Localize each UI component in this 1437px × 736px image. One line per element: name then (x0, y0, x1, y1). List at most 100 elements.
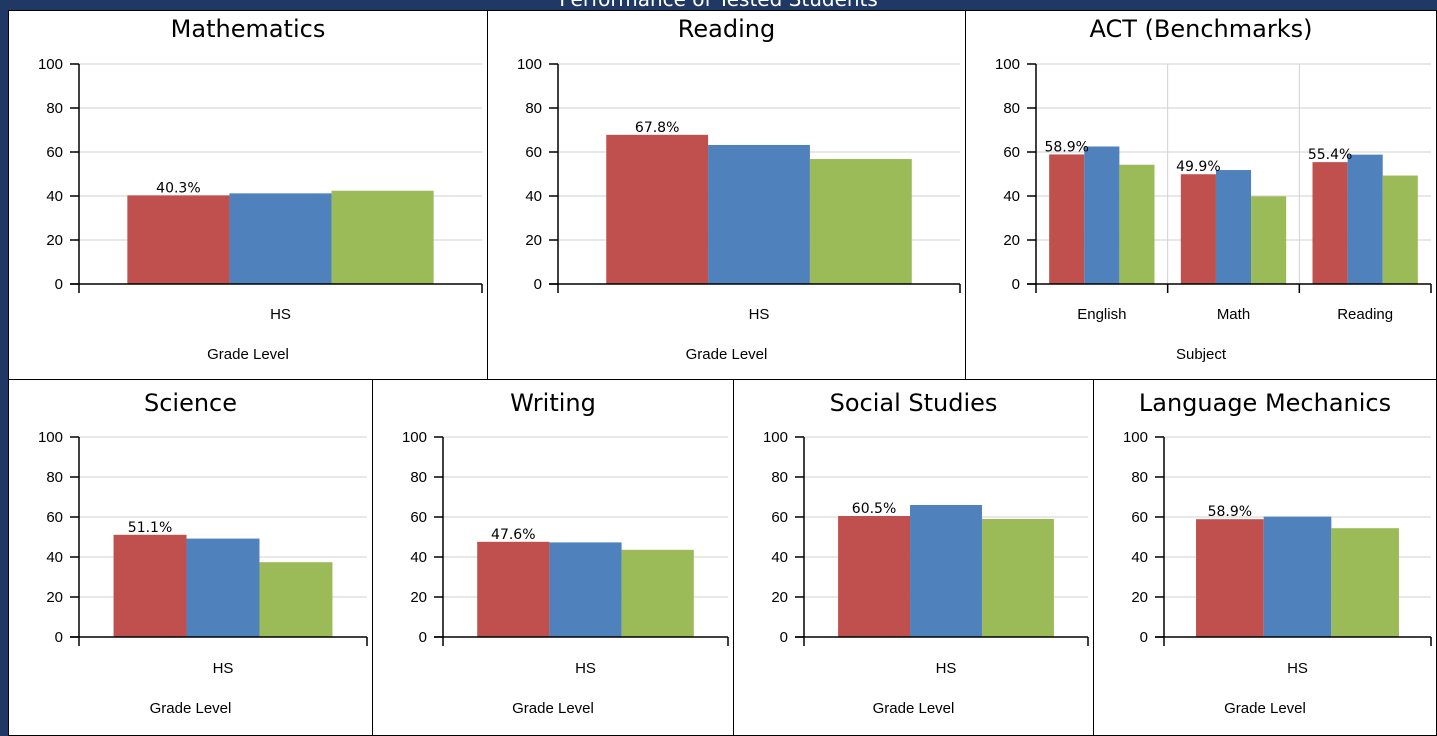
bar-series-2-reading (1347, 154, 1383, 284)
y-tick-label: 0 (1140, 629, 1148, 646)
chart-title: ACT (Benchmarks) (1090, 15, 1313, 43)
category-label: HS (575, 660, 596, 677)
chart-svg: Social Studies 0 20 40 60 80 100 60.5% HS Grade L… (763, 389, 1089, 717)
y-tick-label: 40 (525, 188, 542, 205)
y-tick-label: 60 (46, 144, 63, 161)
y-tick-label: 0 (1012, 276, 1020, 293)
bar-series-3-math (1251, 196, 1287, 284)
bar-series-1-hs (127, 195, 230, 284)
x-axis-title: Subject (1176, 346, 1227, 363)
y-tick-label: 20 (1003, 232, 1020, 249)
y-tick-label: 100 (38, 56, 63, 73)
y-tick-label: 80 (1131, 469, 1148, 486)
bar-series-2-math (1215, 170, 1252, 284)
data-label: 67.8% (635, 120, 679, 136)
bar-series-3-hs (809, 159, 912, 284)
chart-svg: Science 0 20 40 60 80 100 51.1% HS Grade Level (38, 389, 368, 717)
category-label: HS (213, 660, 234, 677)
chart-svg: Writing 0 20 40 60 80 100 47.6% HS Grade Level (402, 389, 729, 717)
y-tick-label: 0 (55, 629, 63, 646)
bar-series-1-hs (838, 516, 911, 637)
dashboard-banner: Performance of Tested Students (0, 0, 1437, 10)
y-tick-label: 100 (763, 429, 788, 446)
y-tick-label: 0 (534, 276, 542, 293)
bar-series-2-hs (1263, 516, 1332, 637)
category-label: HS (270, 306, 291, 323)
bar-series-1-english (1049, 154, 1085, 284)
chart-panel-writing: Writing 0 20 40 60 80 100 47.6% HS Grade Level (372, 379, 734, 736)
chart-title: Reading (678, 15, 775, 43)
bar-series-3-english (1119, 164, 1155, 284)
chart-svg: Language Mechanics 0 20 40 60 80 100 58.9% HS Gra… (1123, 389, 1432, 717)
bar-series-1-hs (606, 134, 709, 284)
chart-panel-act-benchmarks: ACT (Benchmarks) 0 20 40 60 80 100 58.9% English… (965, 10, 1437, 380)
y-tick-label: 100 (38, 429, 63, 446)
x-axis-title: Grade Level (873, 700, 955, 717)
bar-series-3-reading (1382, 175, 1418, 284)
y-tick-label: 20 (525, 232, 542, 249)
bar-series-1-hs (113, 534, 187, 637)
chart-panel-social-studies: Social Studies 0 20 40 60 80 100 60.5% HS Grade L… (733, 379, 1094, 736)
y-tick-label: 20 (46, 589, 63, 606)
y-tick-label: 80 (46, 100, 63, 117)
y-tick-label: 100 (402, 429, 427, 446)
y-tick-label: 20 (46, 232, 63, 249)
bar-series-2-english (1084, 146, 1120, 284)
chart-panel-science: Science 0 20 40 60 80 100 51.1% HS Grade Level (8, 379, 373, 736)
y-tick-label: 20 (410, 589, 427, 606)
y-tick-label: 60 (410, 509, 427, 526)
y-tick-label: 60 (46, 509, 63, 526)
category-label: Reading (1337, 306, 1393, 323)
data-label: 40.3% (156, 180, 200, 196)
bar-series-1-math (1180, 174, 1216, 284)
category-label: English (1077, 306, 1126, 323)
y-tick-label: 60 (1131, 509, 1148, 526)
category-label: Math (1217, 306, 1250, 323)
category-label: HS (936, 660, 957, 677)
bar-series-1-hs (1196, 519, 1264, 637)
x-axis-title: Grade Level (150, 700, 232, 717)
y-tick-label: 100 (517, 56, 542, 73)
y-tick-label: 0 (55, 276, 63, 293)
chart-panel-reading: Reading 0 20 40 60 80 100 67.8% HS Grade Level (487, 10, 966, 380)
bar-series-3-hs (1331, 528, 1399, 637)
y-tick-label: 40 (1003, 188, 1020, 205)
y-tick-label: 0 (780, 629, 788, 646)
y-tick-label: 100 (1123, 429, 1148, 446)
bar-series-3-hs (621, 549, 694, 637)
data-label: 58.9% (1044, 139, 1088, 155)
bar-series-2-hs (549, 542, 622, 637)
category-label: HS (1287, 660, 1308, 677)
chart-svg: Mathematics 0 20 40 60 80 100 40.3% HS Grade Leve… (38, 15, 483, 363)
y-tick-label: 80 (525, 100, 542, 117)
data-label: 55.4% (1308, 147, 1352, 163)
y-tick-label: 20 (771, 589, 788, 606)
y-tick-label: 40 (46, 188, 63, 205)
y-tick-label: 80 (410, 469, 427, 486)
dashboard-title: Performance of Tested Students (0, 0, 1437, 10)
bar-series-3-hs (981, 519, 1054, 637)
y-tick-label: 40 (46, 549, 63, 566)
y-tick-label: 40 (1131, 549, 1148, 566)
bar-series-1-hs (477, 541, 550, 637)
y-tick-label: 40 (771, 549, 788, 566)
bar-series-2-hs (708, 144, 810, 284)
y-tick-label: 40 (410, 549, 427, 566)
chart-title: Language Mechanics (1139, 389, 1391, 417)
y-tick-label: 80 (46, 469, 63, 486)
y-tick-label: 60 (771, 509, 788, 526)
y-tick-label: 80 (1003, 100, 1020, 117)
y-tick-label: 20 (1131, 589, 1148, 606)
bar-series-1-reading (1312, 162, 1348, 284)
category-label: HS (749, 306, 770, 323)
y-tick-label: 60 (525, 144, 542, 161)
bar-series-3-hs (331, 190, 434, 284)
y-tick-label: 0 (419, 629, 427, 646)
chart-title: Writing (510, 389, 596, 417)
bar-series-3-hs (259, 562, 333, 637)
chart-svg: Reading 0 20 40 60 80 100 67.8% HS Grade Level (517, 15, 961, 363)
x-axis-title: Grade Level (686, 346, 768, 363)
y-tick-label: 100 (995, 56, 1020, 73)
chart-title: Social Studies (830, 389, 998, 417)
data-label: 49.9% (1176, 159, 1220, 175)
